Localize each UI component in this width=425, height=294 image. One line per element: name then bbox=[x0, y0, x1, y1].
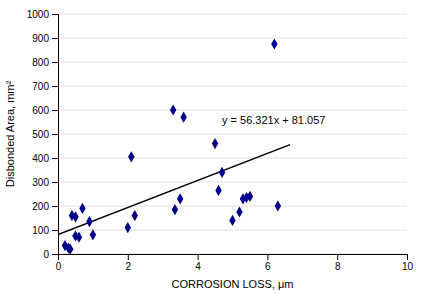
grid-line bbox=[58, 230, 407, 231]
annotation: y = 56.321x + 81.057 bbox=[222, 114, 325, 126]
tick-label: 600 bbox=[32, 105, 49, 116]
tick-label: 0 bbox=[43, 249, 49, 260]
grid-line bbox=[58, 86, 407, 87]
grid-line bbox=[58, 158, 407, 159]
tick: 0 bbox=[43, 249, 58, 260]
grid-line bbox=[58, 182, 407, 183]
x-axis: 0 2 4 6 8 10 bbox=[56, 254, 414, 272]
grid bbox=[58, 14, 407, 254]
tick-label: 700 bbox=[32, 81, 49, 92]
tick-label: 500 bbox=[32, 129, 49, 140]
point bbox=[170, 104, 176, 115]
point bbox=[128, 151, 134, 162]
tick-label: 1000 bbox=[27, 9, 50, 20]
tick-label: 200 bbox=[32, 201, 49, 212]
tick-mark bbox=[128, 254, 129, 260]
tick-mark bbox=[52, 38, 58, 39]
tick-mark bbox=[52, 182, 58, 183]
point bbox=[180, 112, 186, 123]
tick: 700 bbox=[32, 81, 58, 92]
marks bbox=[58, 38, 290, 254]
tick-label: 6 bbox=[265, 261, 271, 272]
y-axis-title: Disbonded Area, mm² bbox=[4, 80, 16, 187]
tick: 100 bbox=[32, 225, 58, 236]
tick: 10 bbox=[402, 254, 414, 272]
tick-mark bbox=[52, 158, 58, 159]
tick-label: 10 bbox=[402, 261, 414, 272]
tick: 300 bbox=[32, 177, 58, 188]
point bbox=[247, 191, 253, 202]
grid-line bbox=[58, 206, 407, 207]
grid-line bbox=[58, 110, 407, 111]
point bbox=[67, 244, 73, 254]
tick-mark bbox=[52, 86, 58, 87]
tick-mark bbox=[52, 110, 58, 111]
tick-mark bbox=[337, 254, 338, 260]
y-axis: 0 100 200 300 400 500 600 700 800 900 1000 bbox=[27, 9, 59, 260]
point bbox=[275, 200, 281, 211]
tick-mark bbox=[407, 254, 408, 260]
tick-mark bbox=[198, 254, 199, 260]
point bbox=[271, 38, 277, 49]
tick-label: 400 bbox=[32, 153, 49, 164]
tick-label: 300 bbox=[32, 177, 49, 188]
point bbox=[86, 216, 92, 227]
chart: 024681001002003004005006007008009001000y… bbox=[0, 0, 425, 294]
tick-label: 900 bbox=[32, 33, 49, 44]
tick: 4 bbox=[195, 254, 201, 272]
tick: 6 bbox=[265, 254, 271, 272]
grid-line bbox=[58, 14, 407, 15]
tick: 500 bbox=[32, 129, 58, 140]
tick-label: 100 bbox=[32, 225, 49, 236]
grid-line bbox=[58, 62, 407, 63]
tick-mark bbox=[52, 206, 58, 207]
point bbox=[72, 211, 78, 222]
tick-mark bbox=[52, 254, 58, 255]
x-axis-title: CORROSION LOSS, μm bbox=[172, 278, 294, 290]
point bbox=[76, 232, 82, 243]
tick-label: 0 bbox=[56, 261, 62, 272]
point bbox=[236, 206, 242, 217]
tick: 600 bbox=[32, 105, 58, 116]
tick-label: 800 bbox=[32, 57, 49, 68]
point bbox=[132, 210, 138, 221]
tick-label: 4 bbox=[195, 261, 201, 272]
point bbox=[125, 222, 131, 233]
tick-label: 8 bbox=[335, 261, 341, 272]
tick: 900 bbox=[32, 33, 58, 44]
point bbox=[177, 193, 183, 204]
tick: 1000 bbox=[27, 9, 58, 20]
tick: 0 bbox=[56, 254, 62, 272]
tick-mark bbox=[52, 14, 58, 15]
tick-mark bbox=[267, 254, 268, 260]
tick: 8 bbox=[335, 254, 341, 272]
point bbox=[229, 215, 235, 226]
grid-line bbox=[58, 134, 407, 135]
grid-line bbox=[58, 38, 407, 39]
point bbox=[172, 204, 178, 215]
axis-line bbox=[59, 255, 408, 261]
tick: 2 bbox=[126, 254, 132, 272]
tick: 800 bbox=[32, 57, 58, 68]
point bbox=[219, 167, 225, 178]
point bbox=[79, 203, 85, 214]
tick: 200 bbox=[32, 201, 58, 212]
plot: 024681001002003004005006007008009001000y… bbox=[27, 9, 414, 272]
trend-line bbox=[58, 145, 290, 235]
axis-line bbox=[52, 15, 59, 255]
tick-label: 2 bbox=[126, 261, 132, 272]
tick-mark bbox=[52, 134, 58, 135]
point bbox=[90, 229, 96, 240]
tick-mark bbox=[52, 230, 58, 231]
point bbox=[212, 138, 218, 149]
tick-mark bbox=[52, 62, 58, 63]
tick: 400 bbox=[32, 153, 58, 164]
point bbox=[215, 185, 221, 196]
